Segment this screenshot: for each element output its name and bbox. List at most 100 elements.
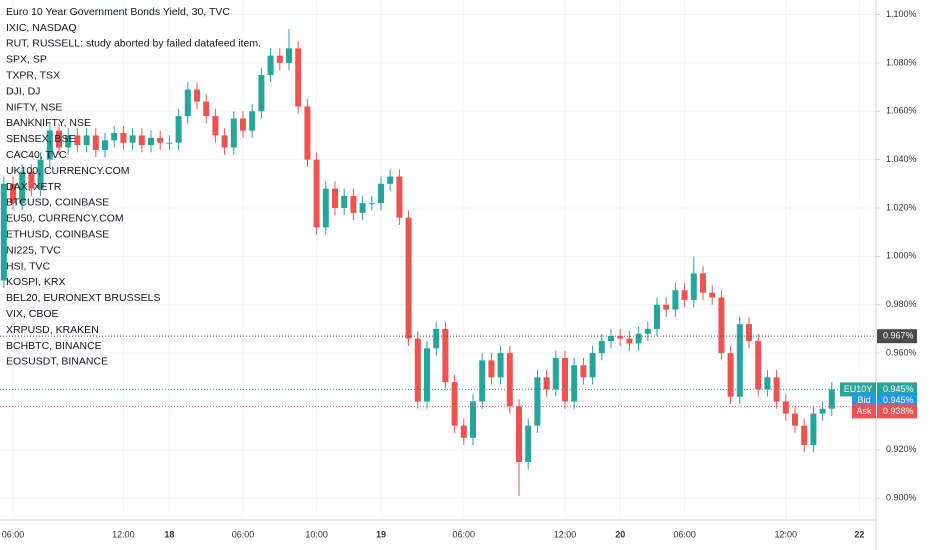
study-label: XRPUSD, KRAKEN (6, 324, 99, 336)
candle-body (506, 353, 513, 407)
x-tick-label: 06:00 (453, 529, 476, 539)
x-tick-label: 12:00 (554, 529, 577, 539)
candle-body (387, 176, 394, 184)
price-label: 0.945% (883, 384, 914, 394)
candle-body (240, 118, 246, 131)
candle-body (690, 273, 697, 300)
candle-body (635, 333, 642, 344)
candle-body (267, 55, 274, 75)
y-tick-label: 1.020% (886, 202, 917, 212)
candle-body (92, 135, 99, 150)
candle-body (313, 159, 320, 228)
candle-body (74, 135, 81, 146)
candle-body (414, 338, 421, 402)
study-label: CAC40, TVC (6, 149, 67, 161)
candle-body (617, 336, 624, 339)
candle-body (405, 217, 412, 339)
price-label-box (877, 404, 917, 419)
candle-body (571, 365, 578, 402)
candle-body (304, 106, 311, 160)
study-label: VIX, CBOE (6, 308, 59, 320)
candle-body (755, 341, 762, 390)
candle-body (773, 377, 780, 402)
y-tick-label: 1.060% (886, 106, 917, 116)
candle-body (37, 159, 44, 189)
candle-body (672, 290, 679, 310)
candle-body (552, 357, 559, 390)
study-label: BANKNIFTY, NSE (6, 117, 91, 129)
study-label: BEL20, EURONEXT BRUSSELS (6, 292, 160, 304)
candle-body (359, 203, 366, 213)
candle-body (350, 195, 357, 213)
price-label: 0.938% (883, 406, 914, 416)
candle-body (525, 425, 532, 462)
study-label: BTCUSD, COINBASE (6, 197, 109, 209)
candle-body (83, 135, 90, 146)
candle-body (709, 292, 716, 298)
y-tick-label: 0.960% (886, 347, 917, 357)
candle-body (589, 353, 596, 378)
candle-body (129, 135, 136, 143)
candle-body (580, 365, 587, 378)
study-label: HSI, TVC (6, 260, 51, 272)
candle-body (65, 135, 72, 148)
candle-body (341, 195, 348, 208)
x-tick-label: 06:00 (673, 529, 696, 539)
candle-body (764, 377, 771, 390)
study-label: UK100, CURRENCY.COM (6, 165, 130, 177)
study-label: EU50, CURRENCY.COM (6, 213, 124, 225)
candle-body (644, 328, 651, 334)
candle-body (148, 137, 154, 146)
candle-body (212, 116, 219, 136)
candle-body (230, 118, 237, 148)
chart-title: Euro 10 Year Government Bonds Yield, 30,… (6, 6, 230, 18)
candle-body (175, 116, 182, 143)
candle-body (258, 74, 265, 112)
price-name-box (840, 382, 876, 397)
candle-body (598, 341, 605, 354)
price-name: Bid (857, 395, 870, 405)
x-tick-label: 20 (615, 529, 625, 539)
candle-body (19, 171, 26, 204)
candle-body (470, 401, 476, 438)
candle-body (166, 142, 173, 144)
candle-body (626, 338, 633, 344)
candle-body (828, 389, 835, 409)
candle-body (157, 137, 164, 143)
price-name: EU10Y (844, 384, 873, 394)
candle-body (10, 183, 16, 204)
study-label: KOSPI, KRX (6, 276, 66, 288)
x-tick-label: 10:00 (305, 529, 328, 539)
study-label: NIFTY, NSE (6, 101, 62, 113)
y-tick-label: 0.980% (886, 299, 917, 309)
x-tick-label: 06:00 (232, 529, 255, 539)
x-tick-label: 06:00 (2, 529, 25, 539)
price-name-box (852, 404, 876, 419)
candle-body (0, 183, 7, 281)
x-tick-label: 22 (854, 529, 864, 539)
candle-body (276, 55, 283, 63)
study-label: DAX, XETR (6, 181, 62, 193)
candle-body (516, 406, 522, 462)
candle-body (249, 111, 256, 131)
candle-body (534, 377, 541, 426)
candle-body (46, 130, 53, 160)
candle-body (102, 140, 108, 150)
candle-body (396, 176, 403, 218)
y-tick-label: 0.920% (886, 444, 917, 454)
study-label: SPX, SP (6, 54, 47, 66)
candle-body (120, 133, 127, 143)
candle-body (28, 171, 35, 189)
x-tick-label: 12:00 (775, 529, 798, 539)
candle-body (792, 413, 798, 426)
candle-body (700, 273, 706, 293)
candle-body (681, 290, 688, 300)
y-tick-label: 0.900% (886, 493, 917, 503)
y-tick-label: 1.100% (886, 9, 917, 19)
candle-body (543, 377, 550, 390)
candle-body (378, 183, 384, 204)
study-label: TXPR, TSX (6, 69, 60, 81)
candle-body (488, 360, 495, 378)
